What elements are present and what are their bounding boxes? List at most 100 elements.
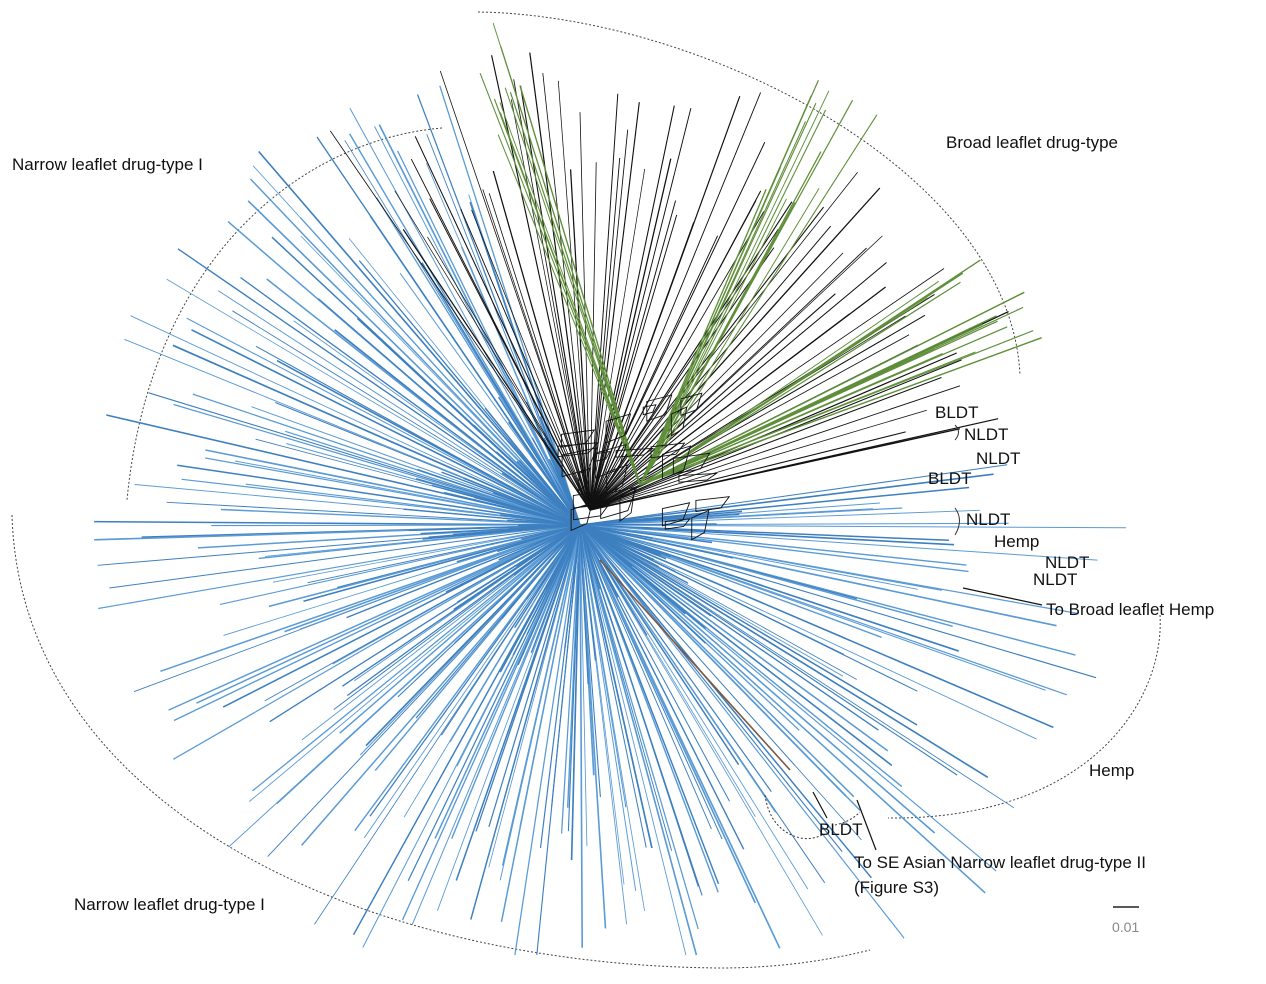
branch-narrow-leaflet (579, 524, 698, 956)
reticulation-network (557, 392, 731, 541)
branch-broad-leaflet-green (639, 95, 812, 486)
reticulation-box (615, 447, 655, 458)
branch-broad-leaflet (589, 187, 881, 511)
branch-broad-leaflet (589, 431, 906, 511)
branch-broad-leaflet (589, 222, 695, 511)
branch-broad-leaflet-green (639, 330, 1034, 486)
branch-broad-leaflet (394, 190, 591, 511)
branch-narrow-leaflet (426, 134, 581, 526)
scale-bar: 0.01 (1112, 906, 1139, 935)
branch-narrow-leaflet (365, 524, 581, 747)
branch-narrow-leaflet (579, 524, 955, 546)
branch-broad-leaflet (510, 99, 591, 511)
branch-narrow-leaflet (579, 524, 989, 778)
branch-narrow-leaflet (579, 524, 919, 561)
branch-broad-leaflet-green (639, 259, 981, 486)
branch-narrow-leaflet (397, 150, 581, 526)
branch-broad-leaflet (460, 208, 591, 511)
branch-narrow-leaflet (470, 524, 581, 920)
branch-narrow-leaflet (579, 524, 1079, 615)
branch-narrow-leaflet-core (441, 471, 581, 526)
branch-broad-leaflet-green (639, 189, 767, 486)
branch-narrow-leaflet (579, 524, 848, 640)
branch-narrow-leaflet-core (516, 460, 581, 526)
branch-narrow-leaflet (255, 345, 581, 526)
branch-narrow-leaflet (354, 524, 581, 832)
reticulation-box (557, 442, 600, 458)
branch-narrow-leaflet (172, 524, 581, 760)
branch-narrow-leaflet-core (534, 393, 581, 526)
branch-narrow-leaflet-core (517, 524, 581, 527)
branch-narrow-leaflet (579, 524, 847, 797)
branch-narrow-leaflet (299, 217, 581, 526)
branch-narrow-leaflet (109, 524, 581, 589)
branch-narrow-leaflet (285, 430, 581, 526)
branch-broad-leaflet (589, 334, 910, 511)
branch-narrow-leaflet-core (579, 524, 713, 544)
reticulation-box (600, 486, 638, 520)
branch-narrow-leaflet (301, 524, 581, 846)
branch-narrow-leaflet-core (579, 524, 689, 584)
branch-narrow-leaflet-core (579, 513, 740, 526)
branch-narrow-leaflet (579, 524, 855, 798)
branch-narrow-leaflet (579, 524, 857, 680)
branch-narrow-leaflet-core (501, 524, 581, 619)
branch-narrow-leaflet (579, 524, 953, 628)
reticulation-box (606, 464, 629, 495)
tip-label-bldt-1: BLDT (935, 403, 978, 422)
branch-broad-leaflet-green (509, 92, 641, 486)
branch-narrow-leaflet (579, 524, 653, 849)
branch-broad-leaflet (557, 80, 591, 511)
branch-narrow-leaflet-core (508, 421, 581, 526)
branch-broad-leaflet-green (639, 99, 854, 486)
branch-broad-leaflet (589, 377, 942, 511)
reticulation-box (578, 467, 591, 492)
arc-broad-leaflet (477, 11, 1021, 376)
branch-broad-leaflet (427, 236, 591, 511)
branch-narrow-leaflet (160, 524, 581, 673)
branch-narrow-leaflet (488, 524, 581, 827)
branch-broad-leaflet-green (639, 109, 827, 486)
branch-narrow-leaflet-core (525, 401, 581, 526)
tip-label-nldt-1: NLDT (964, 425, 1008, 444)
branch-narrow-leaflet (293, 320, 581, 526)
clade-arcs (11, 11, 1161, 969)
branch-broad-leaflet (429, 198, 591, 511)
branch-narrow-leaflet-core (579, 523, 717, 526)
branch-broad-leaflet (439, 70, 591, 511)
branch-broad-leaflet (589, 214, 678, 511)
branch-narrow-leaflet (173, 403, 581, 526)
branch-broad-leaflet (589, 158, 672, 511)
branch-narrow-leaflet (344, 140, 581, 526)
branch-broad-leaflet (491, 55, 591, 511)
tip-label-to-broad-hemp: To Broad leaflet Hemp (1046, 600, 1214, 619)
branch-broad-leaflet (589, 247, 775, 511)
branch-narrow-leaflet (579, 509, 980, 526)
branch-narrow-leaflet-core (454, 524, 581, 644)
branch-narrow-leaflet (579, 524, 712, 830)
branch-narrow-leaflet-core (445, 524, 581, 593)
branch-broad-leaflet-green (639, 114, 878, 486)
branch-broad-leaflet (402, 228, 591, 511)
branch-broad-leaflet-green (479, 73, 641, 486)
branch-narrow-leaflet (579, 524, 969, 573)
branch-narrow-leaflet (205, 449, 581, 526)
branch-broad-leaflet-green (639, 281, 961, 486)
branch-narrow-leaflet (579, 524, 1097, 679)
branch-broad-leaflet (589, 235, 883, 511)
branch-narrow-leaflet-core (579, 524, 589, 685)
branch-narrow-leaflet (579, 473, 994, 526)
branch-narrow-leaflet (177, 464, 581, 526)
branch-broad-leaflet-green (639, 187, 820, 486)
broad-leaflet-green-branches (479, 23, 1042, 486)
branch-broad-leaflet (589, 93, 619, 511)
branch-narrow-leaflet-core (579, 524, 597, 661)
branch-broad-leaflet-green (639, 320, 998, 486)
reticulation-box (680, 392, 703, 416)
label-broad-leaflet: Broad leaflet drug-type (946, 133, 1118, 152)
reticulation-box (662, 445, 692, 480)
branch-narrow-leaflet (579, 524, 699, 930)
branch-narrow-leaflet (579, 524, 918, 726)
branch-broad-leaflet (589, 200, 677, 511)
branch-broad-leaflet (589, 141, 766, 511)
